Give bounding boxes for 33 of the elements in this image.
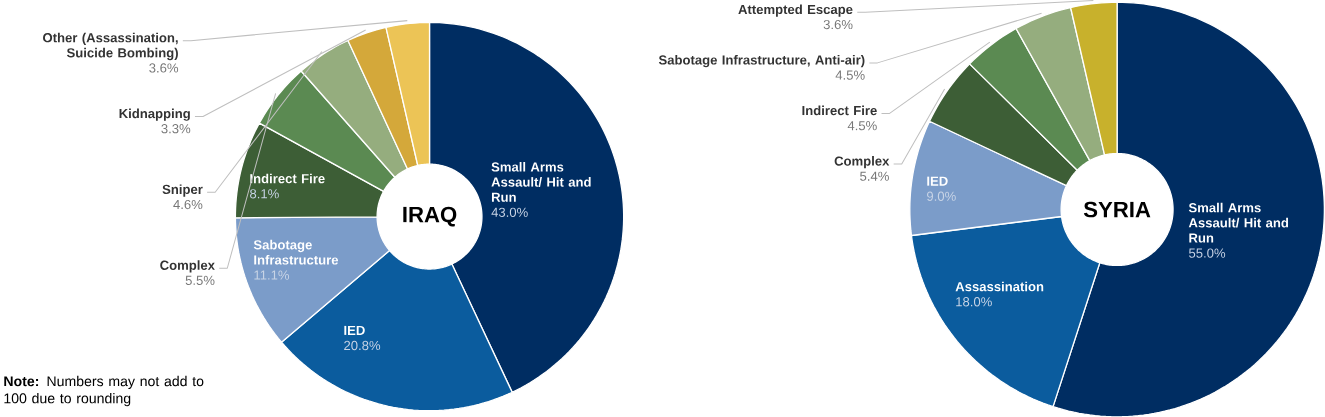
data-label: 5.4% [860,171,889,181]
slice-label: Sabotage Infrastructure, Anti-air) [658,54,865,68]
slice-label: Indirect Fire [250,173,325,184]
data-label: 18.0% [956,296,992,307]
data-label: 11.1% [254,270,290,280]
slice-label: IED [927,176,948,186]
slice-label: Other (Assassination, Suicide Bombing) [43,32,178,60]
data-label: 8.1% [250,188,279,199]
data-label: 4.5% [847,120,877,131]
text: SYRIA [1083,201,1151,218]
slice-label: Indirect Fire [802,105,877,115]
slice-label: Kidnapping [119,108,190,121]
data-label: 20.8% [344,340,381,350]
data-label: 3.3% [161,123,191,134]
slice-label: IED [344,325,365,335]
slice-label: Assassination [955,281,1044,292]
slice-label: Small Arms Assault/ Hit and Run [491,161,591,202]
data-label: 3.6% [823,19,853,29]
slice-label: Attempted Escape [738,4,853,17]
slice-label: Sabotage Infrastructure [253,239,339,265]
slice-label: Sniper [162,184,203,197]
data-label: 43.0% [491,207,528,217]
text: Note: Numbers may not add to 100 due to rounding [4,375,204,406]
data-label: 5.5% [185,275,215,285]
data-label: 3.6% [149,63,179,73]
data-label: 4.6% [173,199,203,209]
slice-label: Small Arms Assault/ Hit and Run [1188,202,1289,243]
slice-label: Complex [160,260,215,273]
data-label: 9.0% [927,191,956,201]
data-label: 55.0% [1189,248,1226,258]
slice-label: Complex [834,155,890,169]
data-label: 4.5% [835,70,865,80]
text: IRAQ [403,206,457,227]
